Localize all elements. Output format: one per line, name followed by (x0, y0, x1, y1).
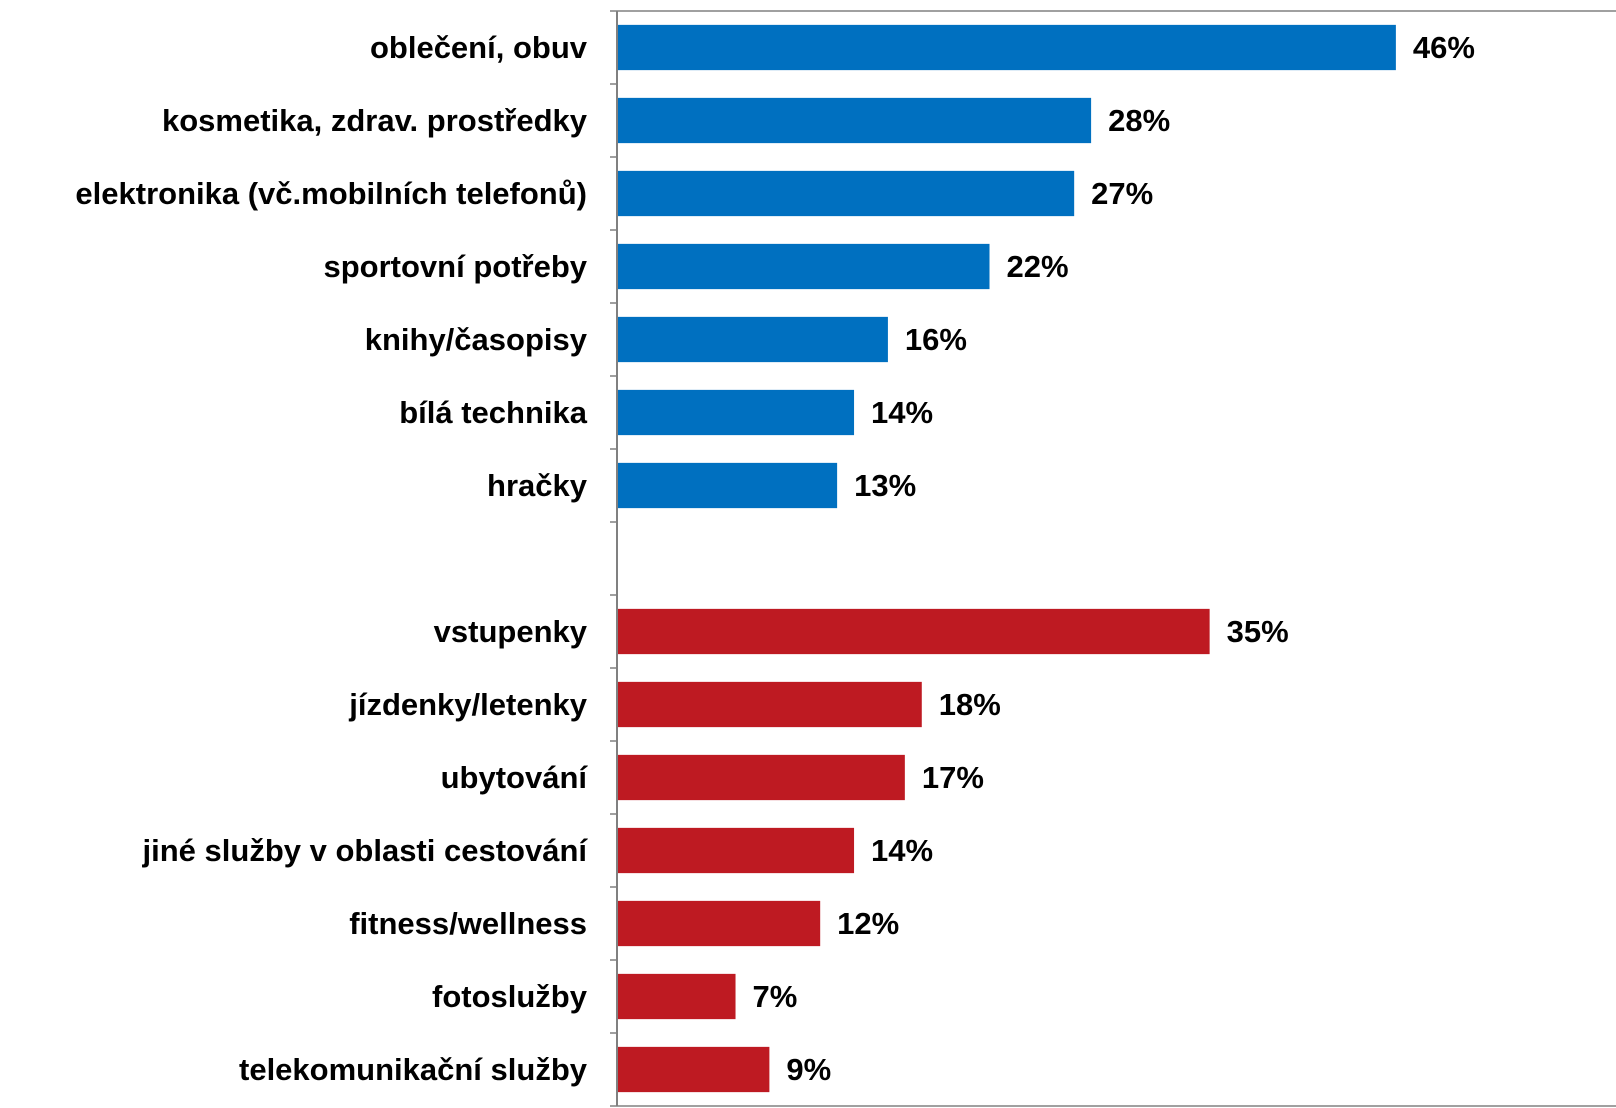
value-label: 14% (871, 833, 933, 868)
value-label: 16% (905, 322, 967, 357)
bar (617, 973, 736, 1020)
bar (617, 316, 888, 363)
value-label: 14% (871, 395, 933, 430)
bar (617, 827, 855, 874)
bar (617, 243, 990, 290)
bar (617, 754, 905, 801)
bar (617, 1046, 770, 1093)
bars-group (617, 24, 1396, 1093)
category-label: jízdenky/letenky (348, 687, 588, 722)
bar (617, 900, 821, 947)
category-label: elektronika (vč.mobilních telefonů) (75, 176, 587, 211)
category-label: oblečení, obuv (370, 30, 588, 65)
category-label: vstupenky (434, 614, 588, 649)
value-label: 22% (1007, 249, 1069, 284)
bar (617, 462, 838, 509)
value-label: 35% (1227, 614, 1289, 649)
bar (617, 389, 855, 436)
bar (617, 24, 1396, 71)
bar (617, 97, 1092, 144)
value-label: 7% (753, 979, 798, 1014)
axis-ticks-group (610, 10, 617, 1107)
value-label: 13% (854, 468, 916, 503)
category-label: telekomunikační služby (239, 1052, 588, 1087)
category-label: sportovní potřeby (323, 249, 587, 284)
category-label: bílá technika (399, 395, 588, 430)
category-label: fitness/wellness (349, 906, 587, 941)
category-label: kosmetika, zdrav. prostředky (162, 103, 588, 138)
value-label: 27% (1091, 176, 1153, 211)
bar (617, 681, 922, 728)
bar (617, 170, 1075, 217)
category-label: ubytování (441, 760, 589, 795)
value-label: 12% (837, 906, 899, 941)
category-label: fotoslužby (432, 979, 588, 1014)
category-label: hračky (487, 468, 588, 503)
value-labels-group: 46% 28% 27% 22% 16% 14% 13% 35% 18% 17% 14% 12% 7% 9% (753, 30, 1475, 1087)
value-label: 9% (786, 1052, 831, 1087)
value-label: 28% (1108, 103, 1170, 138)
category-label: knihy/časopisy (365, 322, 588, 357)
value-label: 17% (922, 760, 984, 795)
value-label: 46% (1413, 30, 1475, 65)
category-label: jiné služby v oblasti cestování (142, 833, 589, 868)
value-label: 18% (939, 687, 1001, 722)
category-labels-group: oblečení, obuv kosmetika, zdrav. prostřed… (75, 30, 588, 1087)
bar (617, 608, 1210, 655)
